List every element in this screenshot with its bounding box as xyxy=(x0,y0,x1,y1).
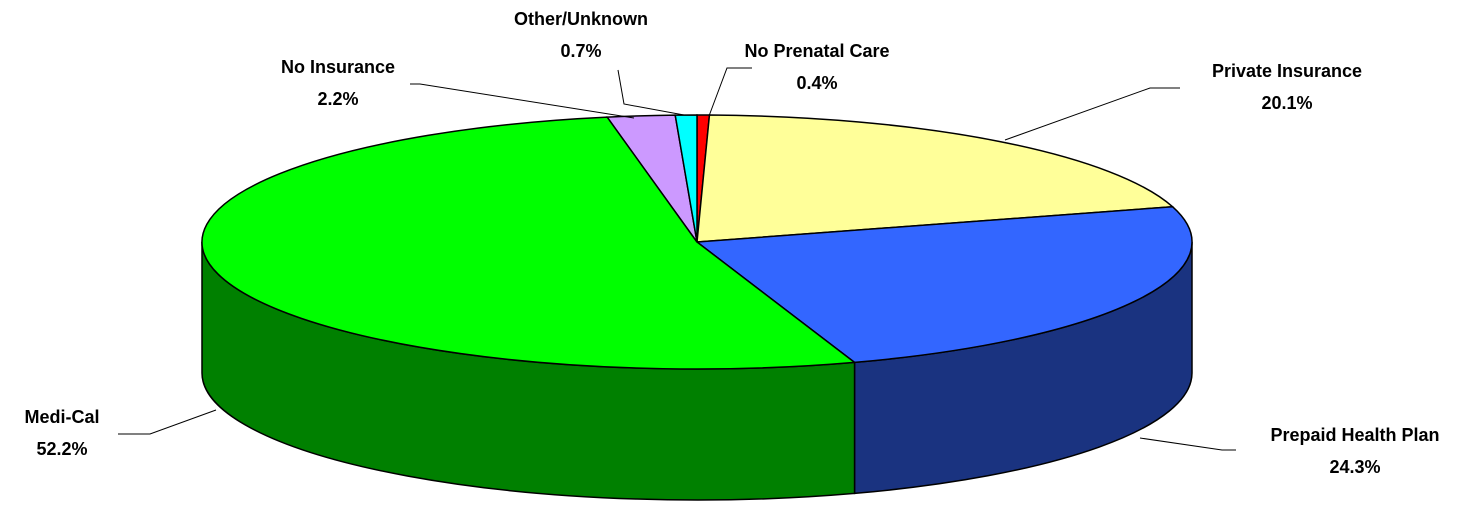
pie-slice xyxy=(201,116,857,370)
slice-label: Medi-Cal xyxy=(24,407,99,427)
pie-slice xyxy=(696,114,1175,243)
slice-value-label: 20.1% xyxy=(1261,93,1312,113)
slice-value-label: 52.2% xyxy=(36,439,87,459)
pie-slice xyxy=(674,114,698,243)
slice-value-label: 0.7% xyxy=(560,41,601,61)
slice-value-label: 24.3% xyxy=(1329,457,1380,477)
slice-label: Other/Unknown xyxy=(514,9,648,29)
slice-label: No Prenatal Care xyxy=(744,41,889,61)
leader-line xyxy=(617,69,685,116)
leader-line xyxy=(118,409,217,435)
slice-label: Private Insurance xyxy=(1212,61,1362,81)
leader-line xyxy=(708,67,752,117)
slice-label: No Insurance xyxy=(281,57,395,77)
leader-line xyxy=(410,83,635,119)
slice-value-label: 0.4% xyxy=(796,73,837,93)
pie-slice xyxy=(694,205,1193,364)
leader-line xyxy=(1004,87,1180,141)
leader-line xyxy=(1139,437,1236,451)
slice-value-label: 2.2% xyxy=(317,89,358,109)
slice-label: Prepaid Health Plan xyxy=(1270,425,1439,445)
